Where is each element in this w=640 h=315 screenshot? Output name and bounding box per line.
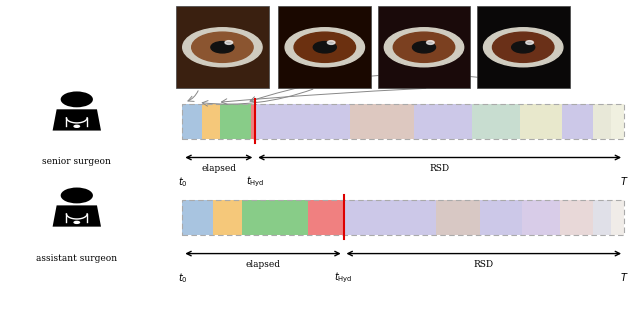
- Text: assistant surgeon: assistant surgeon: [36, 254, 117, 263]
- Circle shape: [493, 32, 554, 62]
- Bar: [562, 104, 593, 139]
- Circle shape: [314, 42, 337, 53]
- Bar: [202, 104, 220, 139]
- Bar: [472, 104, 520, 139]
- Bar: [213, 200, 242, 235]
- Bar: [436, 200, 481, 235]
- Bar: [344, 200, 436, 235]
- Circle shape: [225, 41, 233, 44]
- Circle shape: [61, 187, 93, 203]
- Bar: [522, 200, 560, 235]
- Bar: [611, 104, 624, 139]
- Bar: [182, 200, 213, 235]
- Circle shape: [484, 28, 563, 67]
- Bar: [278, 6, 371, 88]
- Bar: [182, 104, 202, 139]
- Bar: [611, 200, 624, 235]
- Text: RSD: RSD: [474, 260, 494, 269]
- Text: $T$: $T$: [620, 175, 628, 187]
- Bar: [560, 200, 593, 235]
- Text: elapsed: elapsed: [246, 260, 280, 269]
- Bar: [481, 200, 522, 235]
- Text: $t_\mathrm{Hyd}$: $t_\mathrm{Hyd}$: [246, 175, 264, 189]
- Circle shape: [294, 32, 356, 62]
- Text: $t_\mathrm{Hyd}$: $t_\mathrm{Hyd}$: [334, 271, 353, 285]
- Bar: [182, 104, 624, 139]
- Circle shape: [285, 28, 365, 67]
- Circle shape: [183, 28, 262, 67]
- Circle shape: [211, 42, 234, 53]
- Bar: [350, 104, 414, 139]
- Circle shape: [61, 91, 93, 107]
- Bar: [182, 200, 624, 235]
- Bar: [182, 200, 624, 235]
- Bar: [593, 200, 611, 235]
- Polygon shape: [52, 109, 101, 130]
- Text: RSD: RSD: [429, 164, 450, 173]
- Circle shape: [413, 42, 435, 53]
- Bar: [520, 104, 562, 139]
- Bar: [251, 104, 255, 139]
- Bar: [255, 104, 350, 139]
- Bar: [378, 6, 470, 88]
- Circle shape: [427, 41, 434, 44]
- Bar: [220, 104, 251, 139]
- Circle shape: [393, 32, 455, 62]
- Circle shape: [512, 42, 535, 53]
- Text: $t_0$: $t_0$: [177, 271, 188, 285]
- Text: elapsed: elapsed: [202, 164, 236, 173]
- Circle shape: [74, 125, 80, 128]
- Text: $t_0$: $t_0$: [177, 175, 188, 189]
- Circle shape: [328, 41, 335, 44]
- Bar: [477, 6, 570, 88]
- Bar: [242, 200, 308, 235]
- Bar: [414, 104, 472, 139]
- Circle shape: [384, 28, 464, 67]
- Bar: [593, 104, 611, 139]
- Circle shape: [74, 221, 80, 224]
- Bar: [182, 104, 624, 139]
- Circle shape: [192, 32, 253, 62]
- Circle shape: [526, 41, 534, 44]
- Polygon shape: [52, 205, 101, 227]
- Bar: [308, 200, 344, 235]
- Bar: [176, 6, 269, 88]
- Text: $T$: $T$: [620, 271, 628, 283]
- Text: senior surgeon: senior surgeon: [42, 158, 111, 167]
